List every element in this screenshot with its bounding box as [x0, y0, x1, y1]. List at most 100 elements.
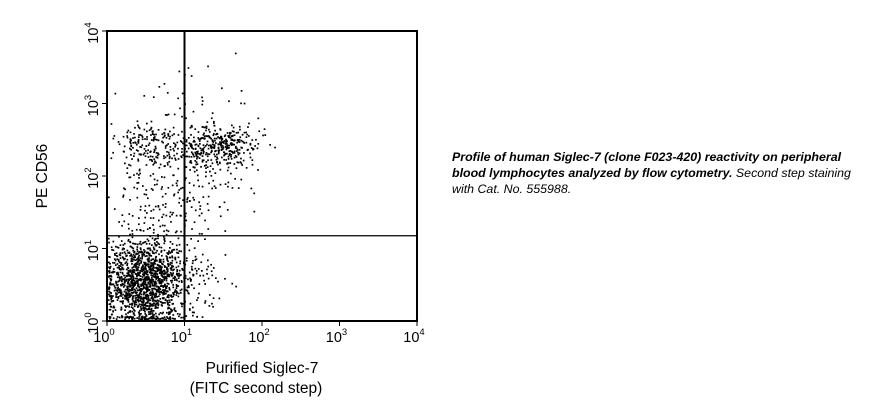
event-point — [148, 317, 151, 320]
event-point — [138, 274, 141, 277]
event-point — [151, 276, 153, 279]
event-point — [157, 318, 160, 320]
event-point — [180, 288, 183, 291]
event-point — [130, 316, 133, 319]
event-point — [175, 182, 178, 185]
event-point — [235, 132, 238, 134]
event-point — [166, 285, 168, 287]
event-point — [132, 283, 135, 286]
event-point — [137, 124, 139, 127]
event-point — [199, 147, 202, 150]
event-point — [144, 216, 147, 219]
event-point — [153, 273, 155, 276]
event-point — [224, 230, 227, 232]
event-point — [269, 144, 271, 146]
event-point — [154, 243, 157, 246]
event-point — [223, 140, 226, 142]
event-point — [139, 275, 142, 277]
event-point — [119, 252, 122, 254]
event-point — [136, 277, 139, 280]
event-point — [135, 287, 138, 289]
event-point — [120, 263, 122, 265]
event-point — [219, 168, 222, 171]
event-point — [143, 148, 146, 150]
event-point — [229, 133, 231, 135]
event-point — [126, 285, 128, 288]
event-point — [245, 136, 248, 138]
event-point — [180, 274, 182, 276]
event-point — [233, 156, 236, 159]
event-point — [211, 187, 213, 190]
event-point — [129, 315, 132, 318]
event-point — [155, 156, 157, 158]
event-point — [108, 303, 111, 306]
event-point — [156, 241, 158, 243]
event-point — [140, 303, 142, 306]
event-point — [165, 214, 168, 217]
event-point — [166, 290, 169, 293]
event-point — [223, 158, 225, 161]
event-point — [128, 274, 131, 276]
event-point — [248, 122, 250, 125]
event-point — [189, 126, 192, 129]
event-point — [171, 249, 173, 252]
event-point — [189, 169, 191, 171]
event-point — [160, 249, 163, 252]
event-point — [126, 131, 129, 134]
event-point — [165, 255, 168, 257]
event-point — [145, 145, 148, 147]
event-point — [126, 135, 128, 137]
event-point — [123, 251, 126, 253]
event-point — [128, 290, 131, 292]
event-point — [168, 311, 170, 314]
event-point — [227, 155, 230, 158]
event-point — [227, 144, 229, 147]
event-point — [115, 252, 118, 254]
event-point — [182, 199, 184, 201]
event-point — [175, 287, 178, 289]
event-point — [146, 138, 148, 141]
event-point — [162, 141, 164, 144]
event-point — [112, 306, 115, 309]
event-point — [197, 179, 199, 182]
event-point — [257, 117, 260, 120]
event-point — [141, 278, 143, 281]
event-point — [142, 282, 144, 285]
event-point — [124, 288, 127, 291]
event-point — [137, 259, 140, 262]
event-point — [230, 135, 233, 137]
event-point — [145, 189, 148, 191]
event-point — [197, 297, 199, 299]
event-point — [136, 172, 138, 175]
event-point — [211, 112, 214, 114]
event-point — [201, 96, 203, 99]
event-point — [167, 306, 170, 309]
event-point — [154, 307, 157, 309]
event-point — [113, 285, 116, 287]
event-point — [210, 145, 213, 148]
event-point — [202, 151, 205, 153]
event-point — [240, 90, 243, 92]
event-point — [155, 251, 157, 254]
event-point — [230, 155, 232, 158]
event-point — [226, 152, 228, 155]
event-point — [194, 209, 197, 212]
event-point — [153, 162, 156, 165]
event-point — [148, 142, 151, 145]
event-point — [245, 141, 248, 144]
event-point — [229, 143, 232, 145]
event-point — [144, 155, 147, 157]
event-point — [213, 133, 215, 135]
event-point — [115, 292, 117, 294]
event-point — [157, 303, 160, 306]
event-point — [144, 304, 147, 306]
event-point — [118, 235, 120, 238]
event-point — [237, 151, 239, 154]
event-point — [214, 172, 217, 174]
event-point — [129, 164, 132, 167]
event-point — [125, 306, 127, 308]
event-point — [143, 263, 146, 265]
event-point — [140, 284, 142, 287]
event-point — [188, 142, 191, 144]
